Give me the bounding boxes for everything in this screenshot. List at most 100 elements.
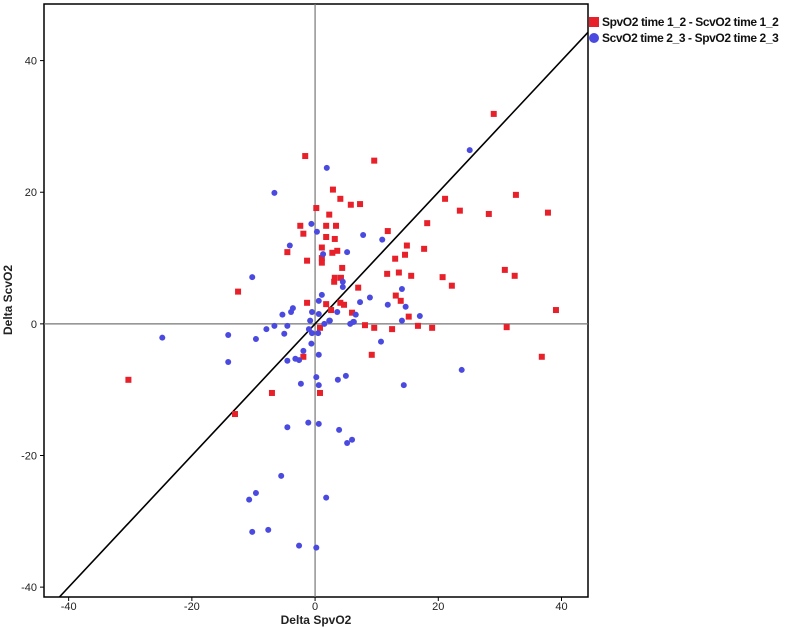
data-point-series-2 — [284, 322, 291, 329]
data-point-series-1 — [349, 309, 356, 316]
data-point-series-1 — [341, 301, 348, 308]
data-point-series-2 — [308, 220, 315, 227]
data-point-series-1 — [331, 274, 338, 281]
data-point-series-1 — [456, 207, 463, 214]
data-point-series-2 — [344, 249, 351, 256]
data-point-series-2 — [159, 334, 166, 341]
data-point-series-1 — [421, 245, 428, 252]
data-point-series-1 — [511, 272, 518, 279]
data-point-series-1 — [318, 259, 325, 266]
legend-label-series-2: ScvO2 time 2_3 - SpvO2 time 2_3 — [602, 31, 779, 45]
data-point-series-2 — [342, 372, 349, 379]
data-point-series-2 — [315, 382, 322, 389]
identity-line — [58, 31, 588, 597]
data-point-series-1 — [485, 210, 492, 217]
data-point-series-2 — [466, 147, 473, 154]
data-point-series-1 — [329, 249, 336, 256]
data-point-series-2 — [296, 357, 303, 364]
data-point-series-1 — [326, 211, 333, 218]
data-point-series-1 — [235, 288, 242, 295]
data-point-series-1 — [384, 270, 391, 277]
data-point-series-1 — [368, 351, 375, 358]
data-point-series-2 — [398, 285, 405, 292]
data-point-series-2 — [249, 274, 256, 281]
data-point-series-2 — [339, 278, 346, 285]
data-point-series-1 — [304, 257, 311, 264]
legend-item-series-1: SpvO2 time 1_2 - ScvO2 time 1_2 — [589, 14, 779, 30]
data-point-series-2 — [288, 309, 295, 316]
data-point-series-1 — [125, 376, 132, 383]
data-point-series-1 — [317, 324, 324, 331]
data-point-series-1 — [392, 292, 399, 299]
data-point-series-2 — [284, 357, 291, 364]
data-point-series-1 — [297, 222, 304, 229]
data-point-series-2 — [300, 347, 307, 354]
data-point-series-1 — [439, 274, 446, 281]
data-point-series-1 — [371, 157, 378, 164]
data-point-series-1 — [268, 389, 275, 396]
data-point-series-2 — [360, 232, 367, 239]
data-point-series-2 — [344, 439, 351, 446]
data-point-series-2 — [249, 528, 256, 535]
circle-marker-icon — [589, 33, 599, 43]
data-point-series-1 — [329, 186, 336, 193]
data-point-series-1 — [402, 251, 409, 258]
data-point-series-1 — [347, 201, 354, 208]
data-point-series-1 — [408, 272, 415, 279]
data-point-series-1 — [512, 191, 519, 198]
data-point-series-2 — [379, 236, 386, 243]
data-point-series-1 — [300, 230, 307, 237]
data-point-series-2 — [350, 318, 357, 325]
data-point-series-1 — [304, 299, 311, 306]
data-point-series-2 — [265, 526, 272, 533]
data-point-series-2 — [334, 376, 341, 383]
data-point-series-2 — [284, 424, 291, 431]
x-tick-label: -20 — [184, 601, 200, 613]
data-point-series-2 — [246, 496, 253, 503]
data-point-series-1 — [392, 255, 399, 262]
legend: SpvO2 time 1_2 - ScvO2 time 1_2 ScvO2 ti… — [589, 14, 779, 46]
data-point-series-1 — [405, 313, 412, 320]
data-point-series-2 — [225, 332, 232, 339]
data-point-series-1 — [300, 353, 307, 360]
data-point-series-2 — [323, 164, 330, 171]
data-point-series-1 — [331, 278, 338, 285]
data-point-series-1 — [397, 297, 404, 304]
data-point-series-2 — [320, 251, 327, 258]
y-axis-title: Delta ScvO2 — [1, 265, 15, 335]
data-point-series-1 — [355, 284, 362, 291]
data-point-series-2 — [252, 336, 259, 343]
data-point-series-2 — [384, 301, 391, 308]
data-point-series-2 — [307, 317, 314, 324]
legend-label-series-1: SpvO2 time 1_2 - ScvO2 time 1_2 — [602, 15, 779, 29]
data-point-series-2 — [366, 294, 373, 301]
data-point-series-1 — [501, 266, 508, 273]
data-point-series-2 — [315, 420, 322, 427]
data-point-series-2 — [315, 330, 322, 337]
data-point-series-2 — [286, 242, 293, 249]
data-point-series-1 — [302, 153, 309, 160]
data-point-series-2 — [296, 542, 303, 549]
data-point-series-2 — [297, 380, 304, 387]
data-point-series-2 — [271, 322, 278, 329]
y-tick-label: 40 — [25, 56, 37, 68]
y-tick-label: 0 — [31, 319, 37, 331]
data-point-series-1 — [395, 269, 402, 276]
data-point-series-1 — [552, 307, 559, 314]
data-point-series-2 — [279, 311, 286, 318]
data-point-series-1 — [323, 301, 330, 308]
y-tick-label: -40 — [21, 582, 37, 594]
x-tick-label: -40 — [61, 601, 77, 613]
data-point-series-2 — [326, 317, 333, 324]
data-point-series-1 — [334, 247, 341, 254]
data-point-series-2 — [458, 366, 465, 373]
x-tick-label: 20 — [432, 601, 444, 613]
data-point-series-1 — [429, 324, 436, 331]
data-point-series-1 — [284, 249, 291, 256]
data-point-series-2 — [318, 291, 325, 298]
data-point-series-2 — [313, 374, 320, 381]
data-point-series-1 — [403, 242, 410, 249]
legend-item-series-2: ScvO2 time 2_3 - SpvO2 time 2_3 — [589, 30, 779, 46]
data-point-series-1 — [339, 264, 346, 271]
